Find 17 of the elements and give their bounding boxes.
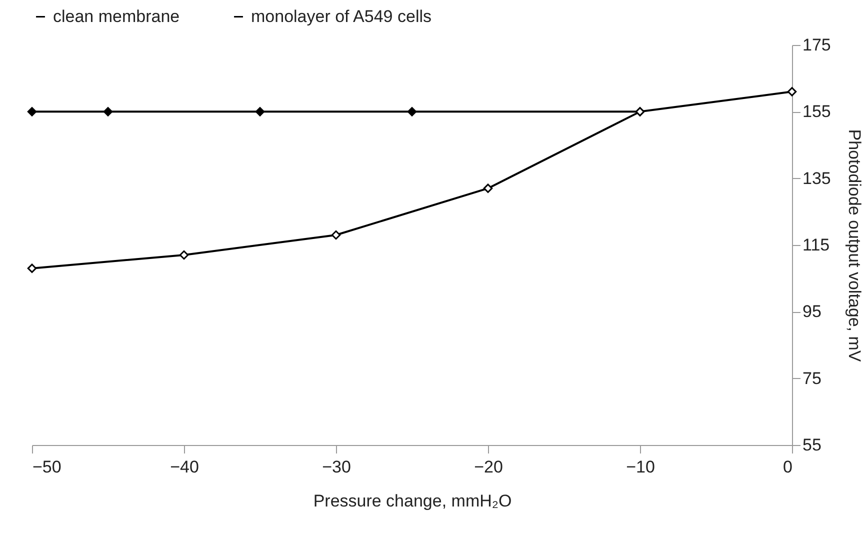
y-tick-label: 75	[802, 368, 822, 388]
x-tick-label: 0	[783, 458, 792, 476]
legend-label: clean membrane	[53, 6, 180, 26]
x-tick-label: −50	[32, 458, 62, 476]
y-tick-label: 155	[802, 102, 831, 122]
x-tick-label: −40	[170, 458, 199, 476]
x-tick-label: −10	[626, 458, 655, 476]
y-tick-label: 175	[802, 36, 831, 54]
y-tick-label: 115	[802, 236, 830, 254]
y-tick-label: 55	[802, 436, 822, 454]
legend-label: monolayer of A549 cells	[251, 6, 432, 26]
y-tick-label: 95	[802, 302, 822, 322]
y-tick-label: 135	[802, 168, 831, 188]
x-tick-label: −20	[474, 458, 503, 476]
y-axis-title: Photodiode output voltage, mV	[844, 129, 862, 362]
x-tick-label: −30	[322, 458, 351, 476]
x-axis-title: Pressure change, mmH₂O	[313, 492, 512, 510]
